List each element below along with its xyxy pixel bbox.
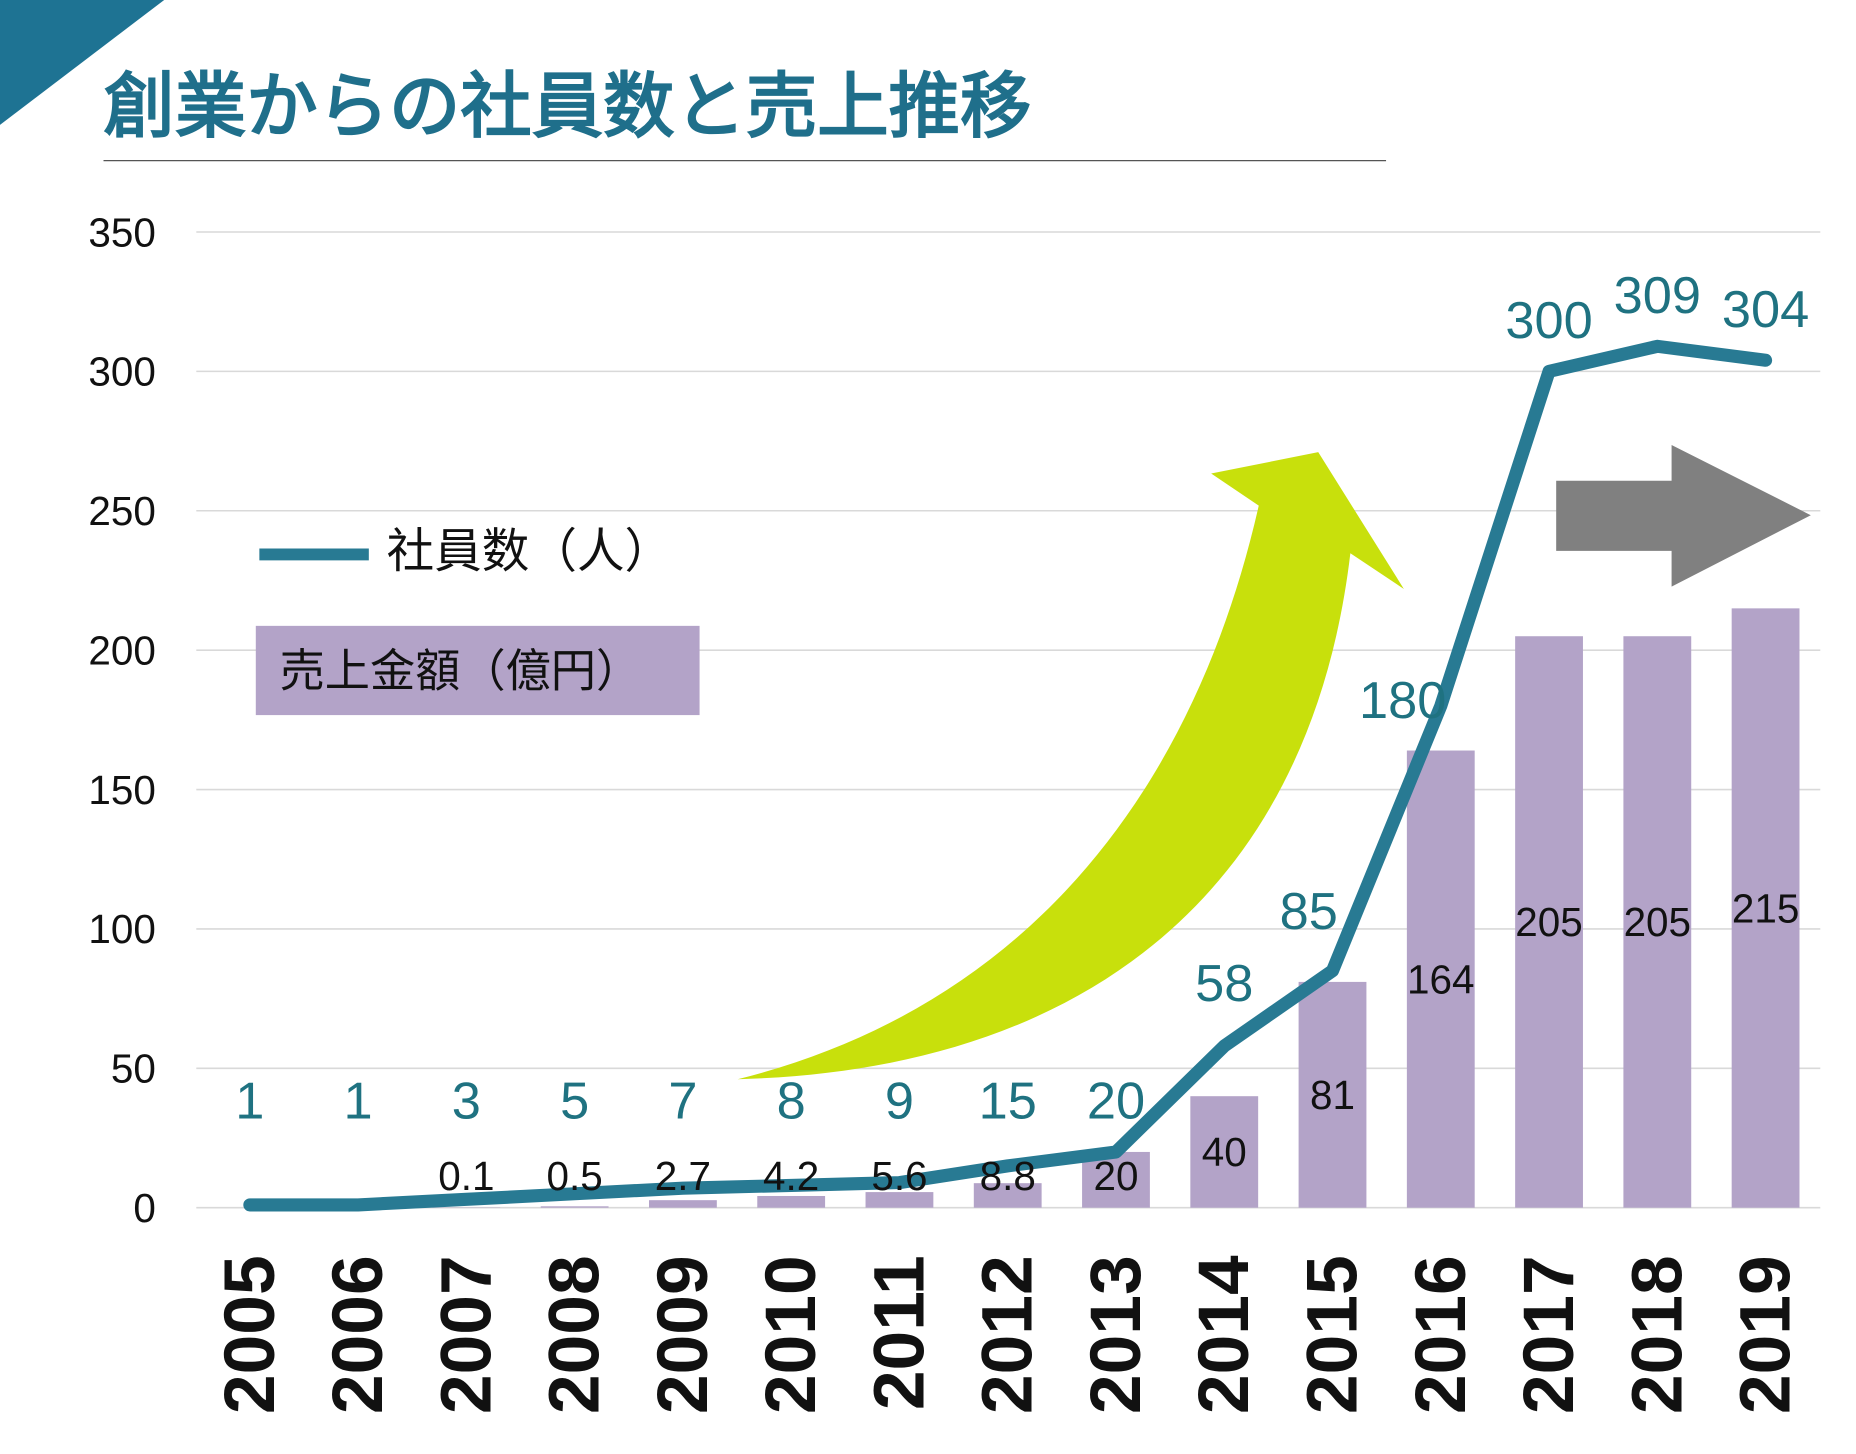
x-tick-label: 2012 <box>968 1255 1048 1414</box>
line-data-label: 5 <box>560 1072 589 1130</box>
x-tick-label: 2019 <box>1726 1255 1806 1414</box>
bar <box>649 1200 717 1208</box>
bar <box>1731 608 1800 1208</box>
line-labels: 1 1 3 5 7 8 9 15 20 58 85 180 300 309 304 <box>235 267 1809 1130</box>
bar-data-label: 81 <box>1310 1072 1355 1118</box>
x-tick-label: 2007 <box>426 1255 506 1414</box>
line-data-label: 300 <box>1505 292 1592 350</box>
bar <box>757 1195 826 1208</box>
bar <box>1515 636 1583 1208</box>
line-data-label: 9 <box>885 1072 914 1130</box>
x-tick-label: 2016 <box>1401 1255 1481 1414</box>
legend: 社員数（人） 売上金額（億円） <box>255 526 700 716</box>
flat-arrow <box>1556 445 1811 587</box>
x-tick-label: 2008 <box>535 1255 615 1414</box>
bar-data-label: 205 <box>1624 899 1691 945</box>
bar-data-label: 215 <box>1732 885 1799 931</box>
bar-data-label: 5.6 <box>871 1153 927 1199</box>
bar-data-label: 40 <box>1202 1129 1247 1175</box>
bar-series <box>432 608 1800 1208</box>
bar-data-label: 0.1 <box>438 1153 494 1199</box>
bar <box>1406 750 1475 1208</box>
x-axis-ticks: 2005 2006 2007 2008 2009 2010 2011 2012 2013 2014… <box>210 1255 1806 1414</box>
x-tick-label: 2015 <box>1293 1255 1373 1414</box>
x-tick-label: 2010 <box>751 1255 831 1414</box>
bar-data-label: 20 <box>1093 1153 1138 1199</box>
growth-arrow <box>737 452 1404 1080</box>
line-data-label: 1 <box>235 1072 264 1130</box>
bar <box>1298 981 1367 1208</box>
line-data-label: 7 <box>668 1072 697 1130</box>
x-tick-label: 2005 <box>210 1255 290 1414</box>
legend-label-sales: 売上金額（億円） <box>280 646 642 697</box>
bar <box>540 1206 609 1208</box>
x-tick-label: 2009 <box>643 1255 723 1414</box>
bar-data-label: 2.7 <box>655 1153 711 1199</box>
line-data-label: 3 <box>452 1072 481 1130</box>
bar-data-label: 164 <box>1407 956 1474 1002</box>
line-data-label: 58 <box>1195 955 1253 1013</box>
y-tick-label: 250 <box>88 488 155 534</box>
line-data-label: 20 <box>1087 1072 1145 1130</box>
line-data-label: 304 <box>1722 281 1809 339</box>
bar <box>1190 1096 1259 1208</box>
y-tick-label: 100 <box>88 906 155 952</box>
x-tick-label: 2017 <box>1509 1255 1589 1414</box>
y-tick-label: 200 <box>88 627 155 673</box>
x-tick-label: 2018 <box>1617 1255 1697 1414</box>
corner-triangle <box>0 0 165 125</box>
line-data-label: 180 <box>1359 672 1446 730</box>
y-tick-label: 150 <box>88 767 155 813</box>
y-tick-label: 50 <box>111 1046 156 1092</box>
bar <box>865 1192 934 1208</box>
bar <box>973 1183 1042 1208</box>
x-tick-label: 2013 <box>1076 1255 1156 1414</box>
bar <box>1623 636 1692 1208</box>
line-data-label: 309 <box>1614 267 1701 325</box>
x-tick-label: 2011 <box>859 1255 939 1410</box>
line-data-label: 8 <box>777 1072 806 1130</box>
line-series-employees <box>243 339 1773 1212</box>
y-tick-label: 300 <box>88 349 155 395</box>
line-data-label: 1 <box>344 1072 373 1130</box>
bar-data-label: 205 <box>1515 899 1582 945</box>
bar-data-label: 4.2 <box>763 1153 819 1199</box>
line-data-label: 15 <box>979 1072 1037 1130</box>
bar-data-label: 0.5 <box>547 1153 603 1199</box>
y-axis-ticks: 0 50 100 150 200 250 300 350 <box>88 209 155 1231</box>
legend-bar-swatch <box>255 625 700 716</box>
y-tick-label: 350 <box>88 209 155 255</box>
bar-data-label: 8.8 <box>980 1153 1036 1199</box>
legend-label-employees: 社員数（人） <box>387 526 672 579</box>
y-tick-label: 0 <box>133 1185 155 1231</box>
x-tick-label: 2014 <box>1184 1255 1264 1414</box>
line-data-label: 85 <box>1280 883 1338 941</box>
x-tick-label: 2006 <box>318 1255 398 1414</box>
page-title: 創業からの社員数と売上推移 <box>104 67 1032 147</box>
